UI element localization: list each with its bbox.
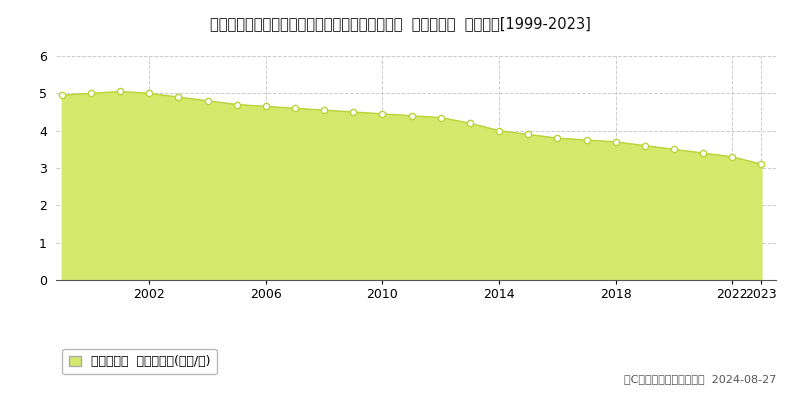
Text: 鳥取県八頭郡智頭町大字埴師字石田６７４番２外  基準地価格  地価推移[1999-2023]: 鳥取県八頭郡智頭町大字埴師字石田６７４番２外 基準地価格 地価推移[1999-2… [210, 16, 590, 31]
Legend: 基準地価格  平均坪単価(万円/坪): 基準地価格 平均坪単価(万円/坪) [62, 349, 217, 374]
Text: （C）土地価格ドットコム  2024-08-27: （C）土地価格ドットコム 2024-08-27 [624, 374, 776, 384]
